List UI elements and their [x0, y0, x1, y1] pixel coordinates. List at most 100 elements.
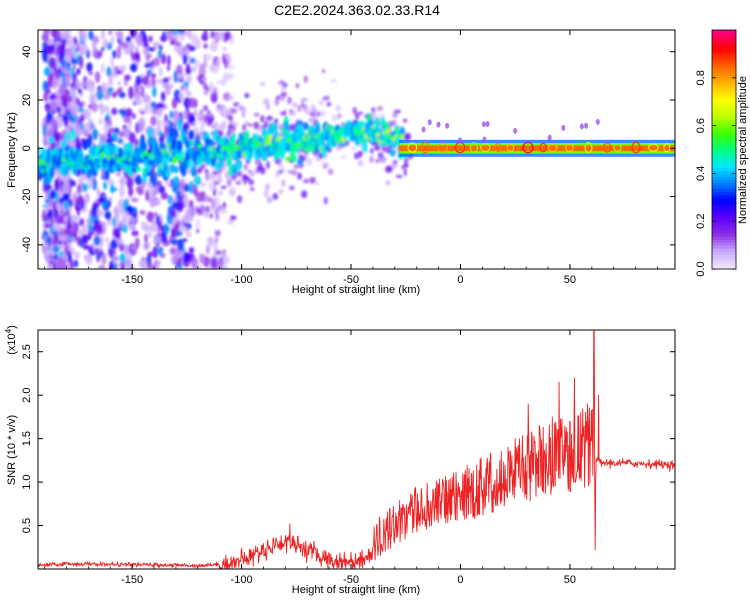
- spectrogram-noise-blob: [128, 224, 134, 231]
- spectrogram-ridge-blob: [86, 168, 92, 179]
- spectrogram-halo-blob: [244, 92, 250, 99]
- spectrogram-noise-blob: [135, 139, 140, 146]
- spectrogram-noise-blob: [198, 66, 206, 77]
- spectrogram-noise-blob: [128, 186, 134, 197]
- spectrogram-noise-blob: [173, 45, 181, 53]
- spectrogram-noise-blob: [163, 125, 168, 138]
- spectrogram-halo-blob: [331, 114, 338, 122]
- colorbar-cell: [712, 89, 736, 94]
- spectrogram-halo-blob: [193, 109, 198, 117]
- spectrogram-noise-blob: [203, 43, 208, 49]
- spectrogram-noise-blob: [42, 30, 50, 42]
- spectrogram-noise-blob: [42, 204, 47, 209]
- spectrogram-ridge-blob: [224, 138, 230, 146]
- spectrogram-noise-blob: [131, 197, 139, 203]
- spectrogram-noise-blob: [112, 49, 117, 59]
- spectrogram-ridge-blob: [171, 137, 177, 150]
- spectrogram-ridge-blob: [321, 145, 327, 158]
- spectrogram-faint-blob: [482, 136, 487, 143]
- spectrogram-halo-blob: [404, 157, 408, 166]
- spectrogram-noise-blob: [48, 94, 57, 100]
- spectrogram-halo-blob: [291, 109, 297, 117]
- spectrogram-noise-blob: [99, 104, 105, 116]
- snr-frame: [37, 329, 676, 570]
- spectrogram-noise-blob: [213, 243, 218, 253]
- spectrogram-ridge-blob: [173, 165, 179, 174]
- spectrogram-noise-blob: [210, 257, 218, 269]
- spectrogram-halo-blob: [263, 97, 270, 105]
- spectrogram-noise-blob: [185, 75, 193, 84]
- spectrogram-noise-blob: [70, 105, 77, 117]
- colorbar-label: Normalized spectral amplitude: [737, 76, 749, 224]
- spectrogram-noise-blob: [63, 215, 69, 223]
- spectrogram-halo-blob: [221, 110, 228, 118]
- spectrogram-noise-blob: [80, 81, 85, 87]
- colorbar-cell: [712, 203, 736, 207]
- spectrogram-halo-blob: [217, 190, 224, 196]
- spectrogram-noise-blob: [110, 36, 115, 45]
- spectrogram-ridge-blob: [399, 126, 406, 136]
- spectrogram-noise-blob: [222, 201, 226, 209]
- spectrogram-noise-blob: [58, 83, 66, 97]
- spectrogram-noise-blob: [67, 57, 72, 63]
- spectrogram-noise-blob: [158, 44, 163, 51]
- spectrogram-steady-knot: [565, 143, 574, 153]
- spectrogram-noise-blob: [49, 260, 53, 265]
- spectrogram-noise-blob: [188, 254, 193, 262]
- colorbar-cell: [712, 248, 736, 252]
- spectrogram-noise-blob: [108, 247, 112, 257]
- colorbar-cell: [712, 119, 736, 124]
- spectrogram-noise-blob: [188, 199, 194, 208]
- spectrogram-ridge-blob: [104, 170, 110, 181]
- spectrogram-noise-blob: [131, 230, 139, 237]
- spectrogram-y-tick-label: 20: [21, 94, 33, 106]
- spectrogram-ridge-blob: [305, 143, 311, 154]
- spectrogram-faint-blob: [485, 120, 490, 127]
- spectrogram-noise-blob: [63, 114, 69, 128]
- spectrogram-halo-blob: [337, 113, 342, 119]
- spectrogram-noise-blob: [149, 199, 156, 208]
- spectrogram-noise-blob: [116, 46, 122, 59]
- spectrogram-noise-blob: [185, 230, 192, 238]
- spectrogram-steady-knot: [539, 142, 547, 153]
- spectrogram-noise-blob: [111, 91, 118, 98]
- spectrogram-faint-blob: [457, 137, 462, 144]
- colorbar-ticks: 0.0 0.2 0.4 0.6 0.8: [695, 70, 736, 277]
- colorbar-frame: [711, 29, 737, 270]
- colorbar-cell: [712, 104, 736, 109]
- spectrogram-ridge-blob: [208, 138, 214, 147]
- spectrogram-ridge-blob: [374, 117, 380, 131]
- spectrogram-halo-blob: [249, 170, 255, 177]
- spectrogram-ridge-blob: [297, 158, 303, 166]
- colorbar-cell: [712, 146, 736, 151]
- spectrogram-halo-blob: [401, 165, 405, 170]
- spectrogram-steady-knot: [522, 141, 534, 154]
- spectrogram-noise-blob: [78, 107, 85, 113]
- spectrogram-noise-blob: [214, 30, 220, 44]
- colorbar-cell: [712, 206, 736, 210]
- colorbar-cell: [712, 47, 736, 52]
- spectrogram-noise-blob: [123, 74, 131, 81]
- spectrogram-noise-blob: [191, 257, 199, 269]
- snr-x-tick-label: 0: [457, 574, 463, 586]
- spectrogram-noise-blob: [179, 92, 185, 102]
- colorbar-cell: [712, 218, 736, 222]
- spectrogram-noise-blob: [119, 176, 126, 187]
- spectrogram-halo-blob: [379, 155, 387, 163]
- spectrogram-halo-blob: [289, 185, 295, 191]
- spectrogram-ridge-blob: [194, 174, 201, 186]
- spectrogram-noise-blob: [153, 211, 158, 218]
- spectrogram-noise-blob: [156, 78, 164, 85]
- spectrogram-noise-blob: [183, 193, 189, 207]
- spectrogram-noise-blob: [76, 235, 81, 246]
- colorbar-cell: [712, 128, 736, 133]
- spectrogram-halo-blob: [241, 174, 248, 181]
- spectrogram-noise-blob: [96, 89, 104, 101]
- spectrogram-noise-blob: [54, 119, 59, 133]
- spectrogram-noise-blob: [144, 103, 150, 115]
- spectrogram-ridge-blob: [291, 153, 297, 163]
- colorbar-cell: [712, 83, 736, 88]
- spectrogram-noise-blob: [101, 46, 105, 52]
- snr-y-tick-label: 0.5: [21, 518, 33, 533]
- spectrogram-noise-blob: [148, 69, 153, 75]
